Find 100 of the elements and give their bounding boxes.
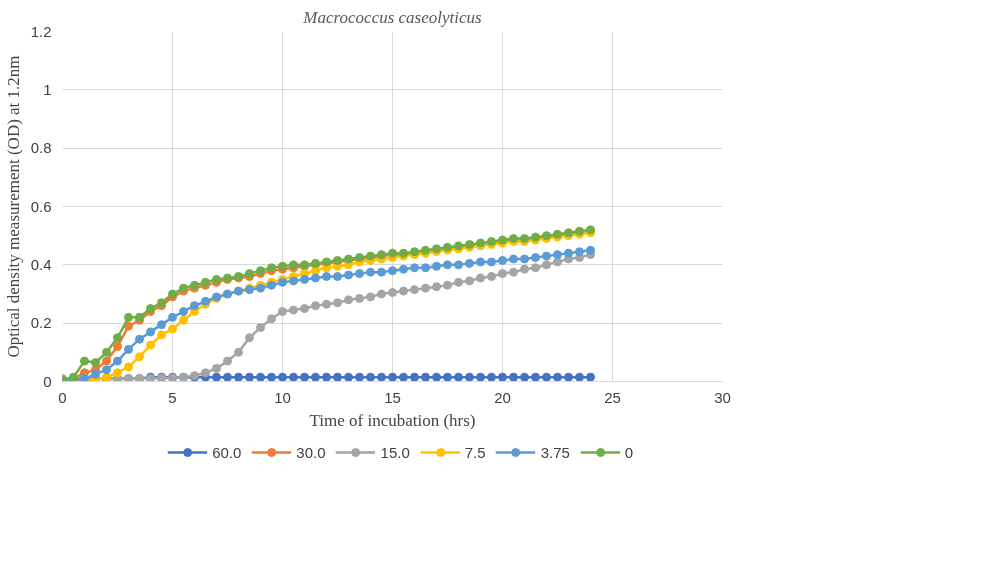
point <box>542 251 551 261</box>
point <box>432 372 441 382</box>
point <box>366 267 375 277</box>
point <box>322 372 331 382</box>
point <box>256 372 265 382</box>
y-tick-label: 1.2 <box>30 22 52 40</box>
point <box>113 368 122 378</box>
point <box>531 253 540 263</box>
x-tick-label: 0 <box>58 388 67 406</box>
point <box>498 269 507 279</box>
point <box>190 301 199 311</box>
point <box>344 270 353 280</box>
point <box>300 304 309 314</box>
y-tick-label: 0.6 <box>30 197 52 215</box>
point <box>553 372 562 382</box>
point <box>146 327 155 337</box>
point <box>476 257 485 267</box>
point <box>509 372 518 382</box>
point <box>487 257 496 267</box>
legend-label: 3.75 <box>540 443 570 461</box>
point <box>498 255 507 265</box>
point <box>476 372 485 382</box>
point <box>410 285 419 295</box>
y-tick-label: 1 <box>43 80 52 98</box>
point <box>333 298 342 308</box>
point <box>113 333 122 343</box>
point <box>432 282 441 292</box>
point <box>355 269 364 279</box>
point <box>355 372 364 382</box>
point <box>454 260 463 270</box>
point <box>454 372 463 382</box>
point <box>311 273 320 283</box>
point <box>366 292 375 302</box>
y-tick-label: 0.4 <box>30 255 52 273</box>
point <box>201 368 210 378</box>
point <box>465 276 474 286</box>
point <box>388 288 397 298</box>
point <box>146 340 155 350</box>
point <box>234 347 243 357</box>
point <box>267 372 276 382</box>
point <box>113 342 122 351</box>
point <box>344 295 353 305</box>
point <box>311 301 320 311</box>
point <box>289 276 298 286</box>
point <box>289 305 298 315</box>
legend-label: 7.5 <box>464 443 486 461</box>
point <box>377 289 386 299</box>
y-tick-label: 0.2 <box>30 314 52 332</box>
point <box>377 372 386 382</box>
point <box>179 315 188 325</box>
point <box>223 356 232 366</box>
point <box>564 372 573 382</box>
point <box>102 347 111 357</box>
point <box>311 372 320 382</box>
point <box>245 333 254 343</box>
point <box>465 372 474 382</box>
point <box>234 372 243 382</box>
point <box>410 372 419 382</box>
y-axis-title: Optical density measurement (OD) at 1.2nm <box>3 55 23 358</box>
point <box>300 274 309 284</box>
point <box>564 248 573 258</box>
point <box>322 272 331 281</box>
x-tick-label: 15 <box>384 388 401 406</box>
point <box>124 312 133 322</box>
point <box>498 372 507 382</box>
legend-label: 15.0 <box>380 443 410 461</box>
point <box>278 307 287 316</box>
point <box>157 320 166 330</box>
point <box>91 369 100 379</box>
point <box>300 372 309 382</box>
x-tick-label: 20 <box>494 388 511 406</box>
point <box>443 280 452 290</box>
point <box>432 261 441 271</box>
point <box>421 283 430 293</box>
y-tick-label: 0 <box>43 372 52 390</box>
point <box>124 344 133 354</box>
point <box>443 260 452 270</box>
point <box>399 286 408 296</box>
point <box>124 321 133 331</box>
point <box>542 372 551 382</box>
point <box>509 254 518 264</box>
point <box>509 267 518 277</box>
point <box>135 334 144 344</box>
point <box>91 358 100 368</box>
point <box>102 356 111 366</box>
point <box>157 330 166 340</box>
point <box>520 264 529 274</box>
point <box>399 372 408 382</box>
point <box>256 323 265 333</box>
point <box>344 372 353 382</box>
point <box>531 372 540 382</box>
point <box>399 264 408 274</box>
point <box>212 372 221 382</box>
point <box>267 314 276 324</box>
point <box>212 363 221 373</box>
point <box>476 273 485 283</box>
point <box>289 372 298 382</box>
point <box>520 372 529 382</box>
point <box>586 372 595 382</box>
point <box>388 266 397 276</box>
